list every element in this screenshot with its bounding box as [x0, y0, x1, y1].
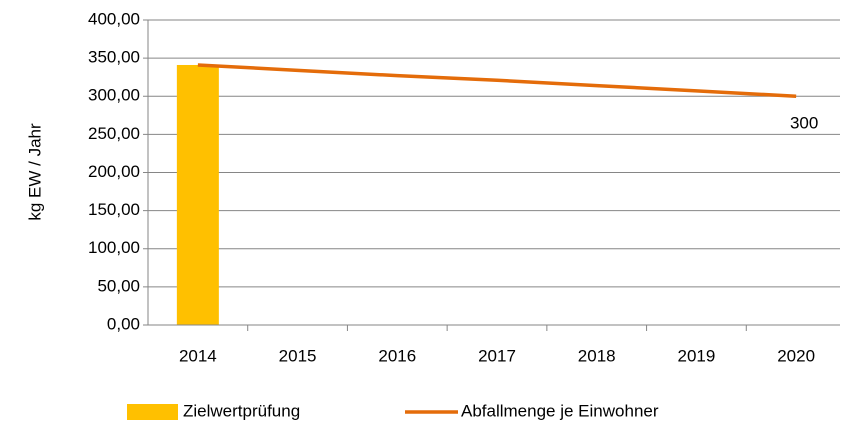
y-tick-label: 250,00 [88, 124, 140, 143]
y-tick-label: 350,00 [88, 48, 140, 67]
bar [176, 64, 219, 326]
x-tick-label: 2016 [378, 346, 416, 365]
y-tick-label: 300,00 [88, 86, 140, 105]
x-tick-label: 2017 [478, 346, 516, 365]
legend-label: Abfallmenge je Einwohner [461, 401, 659, 420]
y-tick-label: 100,00 [88, 238, 140, 257]
y-tick-label: 150,00 [88, 200, 140, 219]
x-tick-label: 2020 [777, 346, 815, 365]
y-tick-label: 0,00 [107, 314, 140, 333]
x-tick-label: 2015 [279, 346, 317, 365]
line [197, 63, 797, 98]
x-tick-label: 2014 [179, 346, 217, 365]
data-label: 300 [790, 114, 818, 133]
x-tick-label: 2018 [578, 346, 616, 365]
y-tick-label: 200,00 [88, 162, 140, 181]
legend-label: Zielwertprüfung [183, 401, 300, 420]
x-tick-label: 2019 [678, 346, 716, 365]
y-tick-label: 50,00 [97, 276, 140, 295]
y-axis-title: kg EW / Jahr [25, 123, 44, 221]
legend-swatch [127, 404, 178, 420]
y-tick-label: 400,00 [88, 9, 140, 28]
